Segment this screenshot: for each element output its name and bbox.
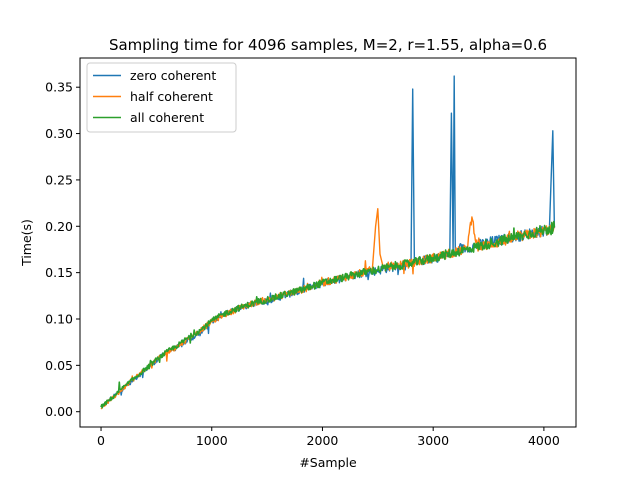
legend: zero coherent half coherent all coherent — [86, 62, 237, 133]
plot-area — [79, 57, 577, 428]
x-tick-label: 4000 — [528, 433, 560, 448]
legend-label-2: half coherent — [130, 89, 213, 104]
y-tick-label: 0.05 — [45, 358, 73, 373]
x-axis-ticks: 0 1000 2000 3000 4000 — [97, 427, 560, 448]
x-axis-label: #Sample — [299, 455, 357, 470]
series-line-3 — [100, 220, 556, 409]
axes-frame — [79, 57, 577, 428]
y-axis-ticks: 0.00 0.05 0.10 0.15 0.20 0.25 0.30 0.35 — [45, 80, 80, 419]
y-tick-label: 0.10 — [45, 311, 73, 326]
x-tick-label: 1000 — [196, 433, 228, 448]
y-tick-label: 0.25 — [45, 172, 73, 187]
legend-label-1: zero coherent — [130, 68, 216, 83]
x-tick-label: 3000 — [417, 433, 449, 448]
y-tick-label: 0.30 — [45, 126, 73, 141]
legend-label-3: all coherent — [130, 110, 204, 125]
y-tick-label: 0.15 — [45, 265, 73, 280]
x-tick-label: 0 — [97, 433, 105, 448]
y-tick-label: 0.35 — [45, 80, 73, 95]
legend-box — [86, 62, 237, 133]
series-layer — [100, 75, 556, 410]
y-axis-label: Time(s) — [19, 219, 34, 267]
chart-title: Sampling time for 4096 samples, M=2, r=1… — [109, 36, 547, 54]
y-tick-label: 0.20 — [45, 219, 73, 234]
y-tick-label: 0.00 — [45, 404, 73, 419]
x-tick-label: 2000 — [307, 433, 339, 448]
